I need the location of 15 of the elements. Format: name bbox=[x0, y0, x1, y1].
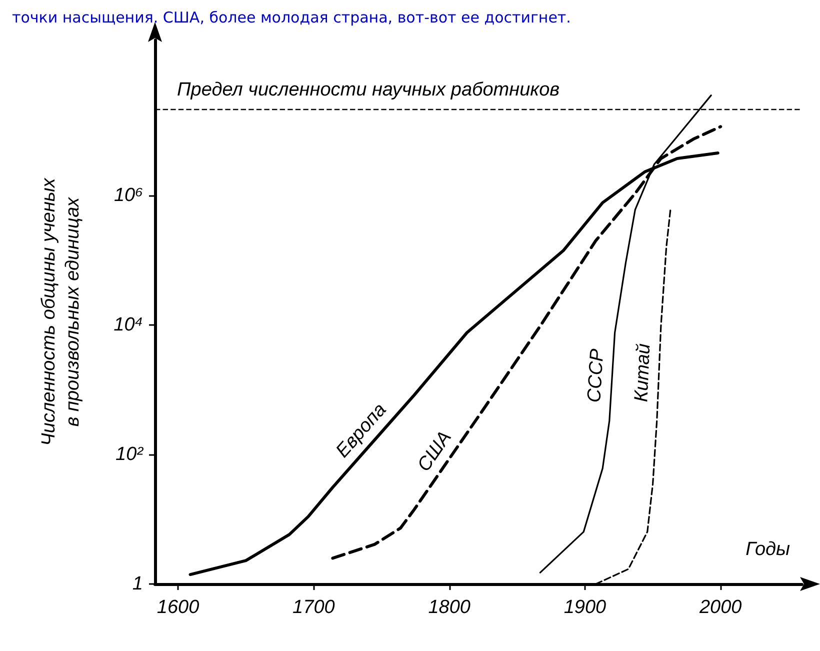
y-tick-label: 10⁴ bbox=[114, 314, 143, 336]
x-tick-label: 2000 bbox=[698, 597, 742, 618]
text: Китай bbox=[631, 342, 655, 402]
x-tick-label: 1900 bbox=[564, 597, 607, 618]
y-axis-title: Численность общины ученых в произвольных единицах bbox=[38, 176, 84, 446]
x-tick-label: 1700 bbox=[292, 597, 336, 618]
y-tick-label: 1 bbox=[132, 574, 143, 594]
text: точки насыщения. США, более молодая страна, вот-вот ее достигнет. bbox=[12, 8, 571, 26]
ref-line-label: Предел численности научных работников bbox=[177, 80, 560, 101]
x-tick-label: 1600 bbox=[156, 597, 200, 618]
text: СССР bbox=[584, 348, 608, 404]
x-axis-title: Годы bbox=[746, 539, 790, 560]
y-tick-label: 10⁶ bbox=[114, 184, 144, 206]
y-tick-label: 10² bbox=[116, 444, 144, 465]
x-tick-label: 1800 bbox=[428, 597, 471, 618]
